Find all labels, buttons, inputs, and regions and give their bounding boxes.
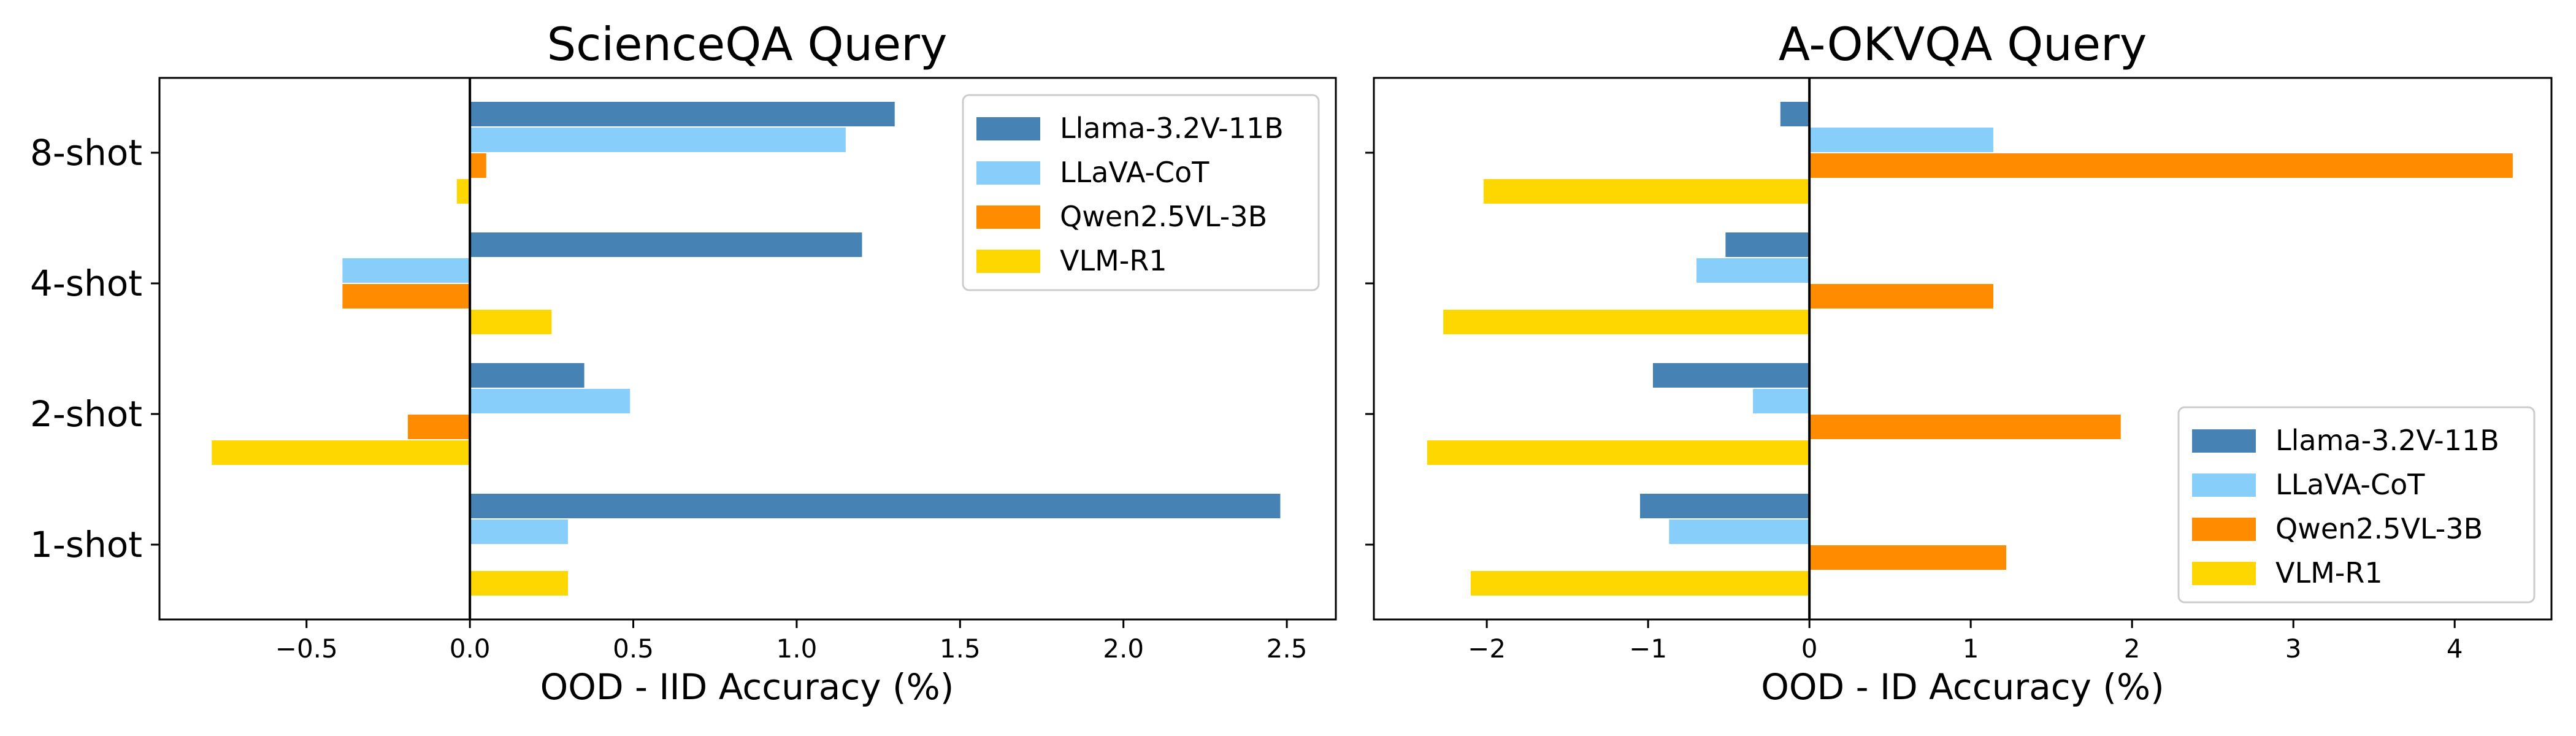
x-axis-label: OOD - ID Accuracy (%)	[1761, 666, 2164, 708]
legend-box	[962, 94, 1320, 291]
x-tick-label: 2.0	[1103, 634, 1144, 664]
bar	[1809, 153, 2513, 178]
bar	[1470, 571, 1810, 596]
bar	[470, 102, 895, 126]
bar	[470, 153, 486, 178]
legend-swatch	[976, 250, 1040, 273]
legend-swatch	[2192, 473, 2256, 497]
bar	[470, 389, 631, 413]
bar	[470, 363, 585, 388]
bar	[470, 571, 568, 596]
legend-label: VLM-R1	[1060, 244, 1167, 277]
plot-frame	[1373, 77, 2553, 621]
bar	[1653, 363, 1810, 388]
y-tick-label: 4-shot	[30, 263, 142, 304]
legend-swatch	[976, 161, 1040, 185]
legend-label: LLaVA-CoT	[1060, 156, 1209, 189]
x-tick-label: 1.5	[940, 634, 981, 664]
bar	[1780, 102, 1810, 126]
y-tick-label: 2-shot	[30, 393, 142, 435]
x-tick-label: −1	[1629, 634, 1667, 664]
bar	[1753, 389, 1810, 413]
x-tick-label: 2.5	[1267, 634, 1308, 664]
bar	[1669, 519, 1810, 544]
bar	[1639, 494, 1810, 518]
legend-swatch	[2192, 429, 2256, 453]
bar	[1443, 310, 1810, 334]
x-tick-label: 2	[2124, 634, 2141, 664]
bar	[1809, 545, 2007, 570]
legend-label: Llama-3.2V-11B	[1060, 112, 1284, 145]
plot-frame	[158, 77, 1337, 621]
bar	[1427, 440, 1810, 465]
chart-title: A-OKVQA Query	[1779, 17, 2147, 71]
x-tick-label: −0.5	[275, 634, 338, 664]
legend-label: VLM-R1	[2275, 556, 2383, 589]
legend-label: Qwen2.5VL-3B	[2275, 512, 2483, 545]
x-tick-label: 0	[1801, 634, 1818, 664]
bar	[470, 519, 568, 544]
x-tick-label: 1.0	[776, 634, 818, 664]
chart-title: ScienceQA Query	[547, 17, 948, 71]
bar	[342, 258, 470, 283]
bar	[1809, 284, 1993, 309]
bar	[470, 494, 1281, 518]
legend-label: Qwen2.5VL-3B	[1060, 200, 1267, 233]
bar	[470, 128, 846, 152]
x-tick-label: 3	[2285, 634, 2302, 664]
bar	[1483, 179, 1810, 204]
bar	[456, 179, 470, 204]
x-tick-label: 1	[1963, 634, 1979, 664]
x-axis-label: OOD - IID Accuracy (%)	[540, 666, 954, 708]
legend-label: LLaVA-CoT	[2275, 468, 2425, 501]
legend-swatch	[976, 205, 1040, 229]
bar	[342, 284, 470, 309]
bar	[470, 232, 862, 257]
legend: Llama-3.2V-11B LLaVA-CoT Qwen2.5VL-3B VLM-R…	[2177, 406, 2536, 604]
x-tick-label: 0.5	[613, 634, 654, 664]
x-tick-label: −2	[1468, 634, 1506, 664]
bar	[1809, 415, 2121, 439]
legend-swatch	[976, 117, 1040, 140]
bar	[1725, 232, 1810, 257]
bar	[407, 415, 470, 439]
legend-swatch	[2192, 518, 2256, 541]
bar	[1809, 128, 1993, 152]
legend-swatch	[2192, 562, 2256, 585]
aokvqa-panel: −2 −1 0 1 2 3 4 Llama-3.2V-11B LLaVA-CoT Qwen2.5V…	[1365, 17, 2553, 708]
legend-label: Llama-3.2V-11B	[2275, 424, 2499, 457]
y-tick-label: 1-shot	[30, 524, 142, 565]
bar	[212, 440, 470, 465]
legend: Llama-3.2V-11B LLaVA-CoT Qwen2.5VL-3B VLM-R…	[962, 94, 1320, 291]
y-tick-label: 8-shot	[30, 132, 142, 174]
bar	[470, 310, 552, 334]
x-tick-label: 4	[2447, 634, 2463, 664]
bar	[1696, 258, 1810, 283]
legend-box	[2177, 406, 2536, 604]
x-tick-label: 0.0	[450, 634, 491, 664]
scienceqa-panel: −0.5 0.0 0.5 1.0 1.5 2.0 2.5 1-shot 2-shot 4-shot…	[30, 17, 1337, 708]
